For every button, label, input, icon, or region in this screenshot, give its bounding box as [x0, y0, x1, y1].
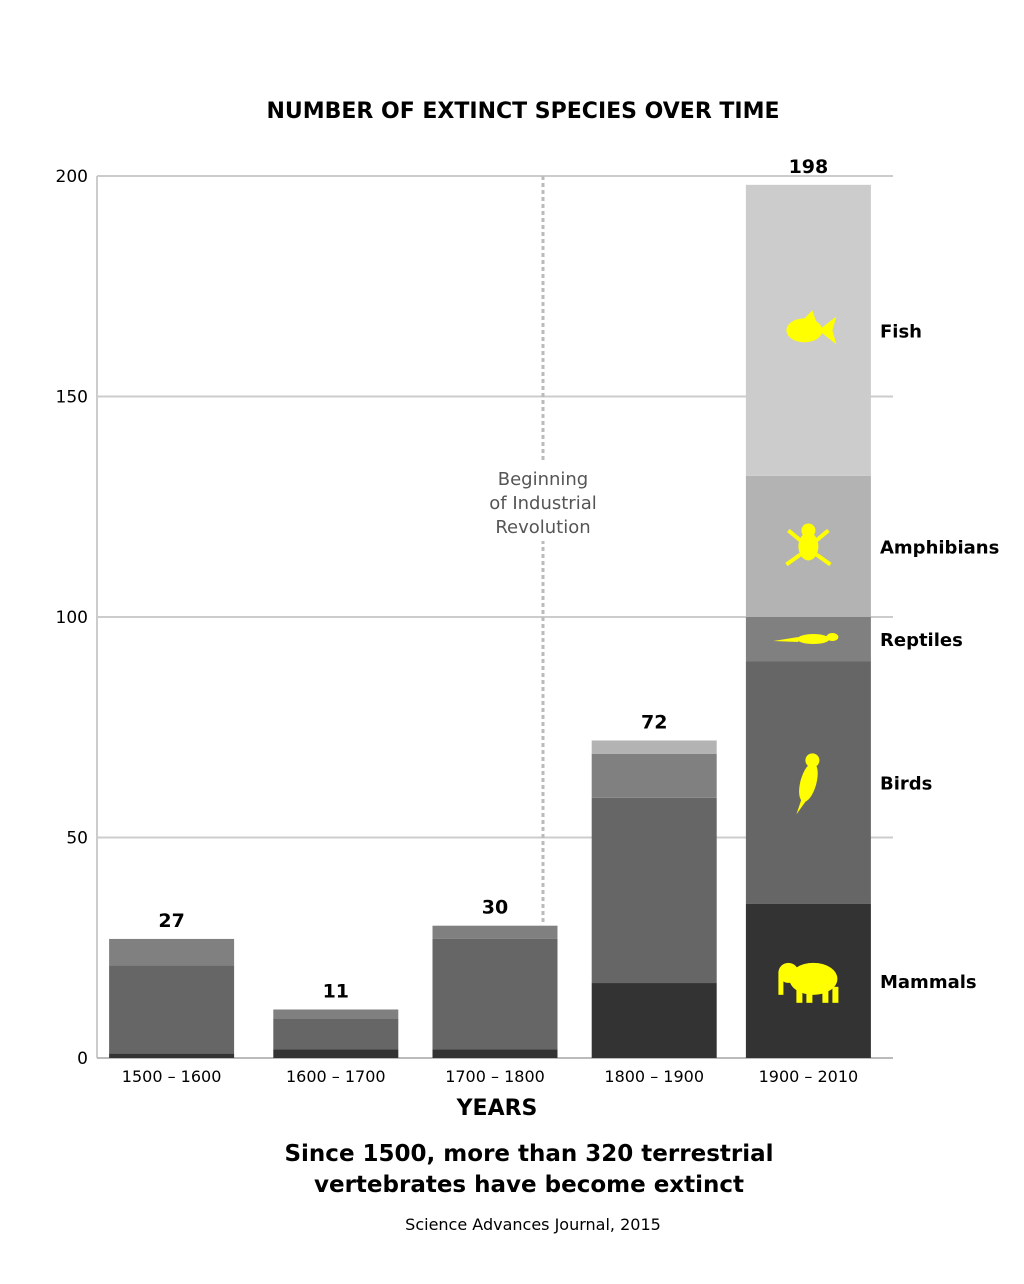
- legend-label-mammals: Mammals: [880, 972, 977, 993]
- frog-icon: [785, 523, 832, 567]
- subtitle-line-1: Since 1500, more than 320 terrestrial: [284, 1141, 773, 1167]
- subtitle-line-2: vertebrates have become extinct: [314, 1172, 744, 1198]
- bar-segment-mammals: [273, 1049, 399, 1058]
- bar-segment-amphibians: [591, 740, 717, 754]
- bar-segment-reptiles: [109, 938, 235, 966]
- bar-segment-mammals: [109, 1053, 235, 1058]
- annotation-line-1: Beginning: [498, 469, 589, 490]
- bar-segment-birds: [591, 797, 717, 984]
- x-tick-label: 1500 – 1600: [122, 1067, 222, 1086]
- y-tick-label: 200: [56, 167, 88, 187]
- elephant-icon: [778, 962, 839, 1003]
- bar-total-label: 72: [641, 711, 667, 733]
- lizard-icon: [773, 633, 839, 645]
- bar-segment-birds: [432, 938, 558, 1050]
- y-tick-label: 0: [77, 1049, 88, 1069]
- chart-title: NUMBER OF EXTINCT SPECIES OVER TIME: [266, 99, 779, 124]
- x-tick-label: 1800 – 1900: [604, 1067, 704, 1086]
- x-tick-label: 1600 – 1700: [286, 1067, 386, 1086]
- bar-segment-mammals: [432, 1049, 558, 1058]
- y-tick-label: 150: [56, 388, 88, 408]
- cockatoo-icon: [796, 753, 820, 815]
- bar-segment-reptiles: [273, 1009, 399, 1019]
- legend-label-reptiles: Reptiles: [880, 630, 963, 651]
- y-tick-label: 100: [56, 608, 88, 628]
- bar-total-label: 30: [482, 897, 508, 919]
- bar-segment-reptiles: [432, 925, 558, 939]
- source: Science Advances Journal, 2015: [405, 1215, 661, 1234]
- bar-total-label: 198: [789, 156, 829, 178]
- bar-total-label: 27: [158, 910, 184, 932]
- annotation-line-2: of Industrial: [489, 493, 597, 514]
- bar-segment-birds: [273, 1018, 399, 1050]
- legend-label-birds: Birds: [880, 773, 932, 794]
- legend-label-amphibians: Amphibians: [880, 537, 999, 558]
- bar-total-label: 11: [323, 980, 349, 1002]
- fish-icon: [786, 310, 837, 345]
- annotation-line-3: Revolution: [495, 517, 590, 538]
- bar-segment-mammals: [591, 983, 717, 1058]
- bar-segment-reptiles: [591, 753, 717, 798]
- x-axis-label: YEARS: [456, 1096, 538, 1121]
- legend-label-fish: Fish: [880, 321, 922, 342]
- x-tick-label: 1900 – 2010: [759, 1067, 859, 1086]
- x-tick-label: 1700 – 1800: [445, 1067, 545, 1086]
- y-tick-label: 50: [66, 829, 88, 849]
- bar-segment-birds: [109, 965, 235, 1054]
